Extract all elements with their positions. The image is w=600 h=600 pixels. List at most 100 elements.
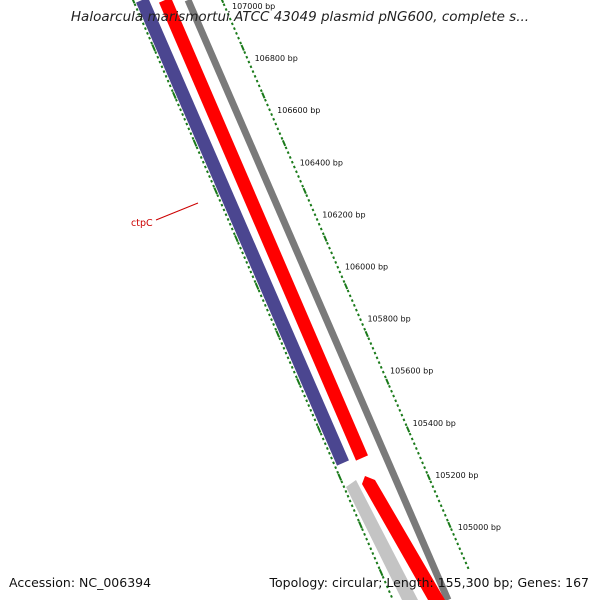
inner-tick: [334, 466, 338, 470]
inner-tick: [144, 27, 147, 31]
outer-tick: [400, 413, 404, 417]
outer-tick: [405, 426, 411, 433]
outer-tick: [361, 322, 364, 326]
tick-label: 107000 bp: [232, 2, 275, 11]
inner-tick: [189, 132, 193, 136]
inner-tick: [137, 12, 141, 16]
outer-tick: [323, 235, 328, 242]
outer-tick: [462, 556, 466, 560]
outer-tick: [230, 22, 234, 26]
inner-tick: [294, 375, 298, 379]
outer-tick: [433, 489, 437, 493]
gene-label-ctpc[interactable]: ctpC: [131, 218, 153, 229]
outer-tick: [276, 127, 280, 131]
backbone-track: [184, 0, 452, 600]
inner-tick: [131, 0, 136, 4]
inner-tick: [303, 394, 307, 398]
inner-tick: [239, 246, 242, 250]
inner-tick: [170, 89, 174, 93]
inner-tick: [323, 442, 327, 446]
inner-tick: [151, 44, 156, 52]
inner-tick: [284, 351, 288, 355]
outer-tick: [281, 139, 287, 147]
outer-tick: [257, 84, 261, 88]
inner-tick: [261, 299, 265, 303]
inner-tick: [319, 432, 323, 436]
outer-tick: [385, 378, 390, 385]
outer-tick: [288, 155, 292, 159]
inner-tick: [158, 60, 162, 64]
tick-label: 105600 bp: [390, 367, 433, 376]
inner-tick: [243, 256, 247, 260]
outer-tick: [292, 165, 296, 169]
outer-tick: [255, 79, 259, 83]
inner-tick: [222, 208, 226, 212]
outer-tick: [439, 504, 443, 508]
outer-tick: [423, 466, 427, 470]
inner-tick: [340, 480, 344, 484]
inner-tick: [245, 260, 249, 264]
tick-label: 105000 bp: [458, 523, 501, 532]
inner-tick: [321, 437, 325, 441]
inner-tick: [305, 399, 309, 403]
reverse-cds[interactable]: [136, 0, 349, 466]
outer-tick: [286, 151, 290, 155]
outer-tick: [363, 327, 367, 331]
inner-tick: [280, 342, 284, 346]
inner-tick-ring: [131, 0, 393, 598]
forward-cds-upper[interactable]: [159, 0, 368, 461]
inner-tick: [212, 184, 216, 188]
inner-tick: [187, 127, 191, 131]
inner-tick: [177, 103, 180, 107]
outer-tick: [290, 160, 294, 164]
tick-label: 106000 bp: [345, 263, 388, 272]
inner-tick: [336, 470, 340, 474]
inner-tick: [257, 289, 261, 293]
outer-tick: [228, 17, 232, 21]
inner-tick: [332, 461, 335, 465]
inner-tick: [208, 175, 211, 179]
inner-tick: [330, 456, 333, 460]
outer-tick: [280, 136, 284, 140]
forward-cds-lower[interactable]: [362, 476, 445, 600]
inner-tick: [241, 251, 244, 255]
inner-tick: [183, 117, 187, 121]
outer-tick: [328, 246, 331, 250]
inner-tick: [160, 65, 164, 69]
inner-tick: [139, 17, 143, 21]
inner-tick: [315, 423, 319, 427]
outer-tick: [447, 521, 452, 528]
outer-tick: [375, 356, 379, 360]
inner-tick: [181, 113, 185, 117]
outer-tick: [454, 537, 458, 541]
outer-tick: [346, 289, 350, 293]
inner-tick: [195, 146, 199, 150]
inner-tick: [251, 275, 255, 279]
inner-tick: [192, 139, 198, 147]
gene-label-leader: [155, 202, 199, 221]
outer-tick: [381, 370, 385, 374]
inner-tick: [228, 222, 232, 226]
grey-feature[interactable]: [346, 480, 418, 600]
inner-tick: [146, 31, 149, 35]
inner-tick: [247, 265, 251, 269]
inner-tick: [213, 187, 219, 195]
outer-tick: [326, 241, 329, 245]
outer-tick: [445, 518, 449, 522]
tick-label: 105400 bp: [413, 419, 456, 428]
outer-tick: [305, 194, 309, 198]
outer-tick: [414, 447, 418, 450]
inner-tick: [354, 513, 358, 517]
tick-label: 105200 bp: [435, 471, 478, 480]
outer-tick: [299, 179, 302, 183]
inner-tick: [201, 160, 205, 164]
inner-tick: [337, 473, 343, 481]
outer-tick: [435, 494, 439, 498]
outer-tick: [377, 361, 381, 365]
inner-tick: [162, 70, 166, 74]
outer-tick: [348, 294, 352, 298]
inner-tick: [274, 327, 278, 331]
outer-tick: [226, 12, 230, 16]
outer-tick: [237, 36, 240, 40]
outer-tick: [390, 389, 393, 393]
